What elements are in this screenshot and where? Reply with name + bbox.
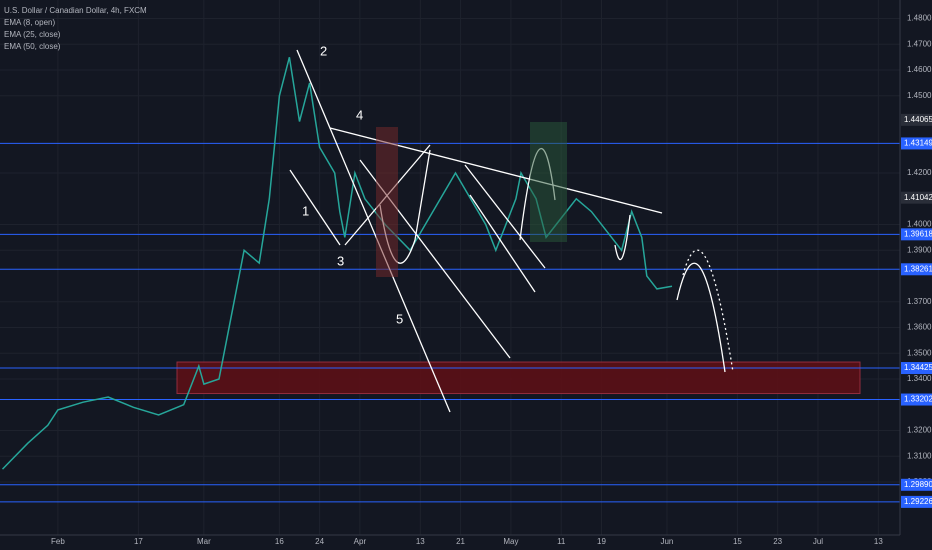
- annotation: 2: [320, 43, 327, 58]
- position-box: [530, 122, 567, 242]
- y-tick-label: 1.4200: [907, 168, 932, 177]
- zone: [176, 361, 861, 395]
- y-tick-label: 1.3100: [907, 451, 932, 460]
- x-tick-label: 13: [416, 537, 425, 546]
- y-tick-label: 1.3700: [907, 297, 932, 306]
- level-label: 1.44065: [904, 115, 932, 124]
- annotation: 3: [337, 253, 344, 268]
- x-tick-label: 19: [597, 537, 606, 546]
- level-tag: [901, 137, 932, 150]
- x-tick-label: 23: [773, 537, 782, 546]
- x-tick-label: Jul: [813, 537, 823, 546]
- x-tick-label: 16: [275, 537, 284, 546]
- y-tick-label: 1.4000: [907, 220, 932, 229]
- level-tag: [901, 393, 932, 406]
- zone-layer: [176, 361, 861, 395]
- level-label: 1.29890: [904, 480, 932, 489]
- grid: [0, 0, 900, 535]
- trendline: [289, 169, 341, 246]
- x-tick-label: 11: [557, 537, 566, 546]
- trendline: [296, 49, 451, 413]
- level-label: 1.41042: [904, 193, 932, 202]
- x-tick-label: Feb: [51, 537, 65, 546]
- y-tick-label: 1.3900: [907, 245, 932, 254]
- annotation: 1: [302, 203, 309, 218]
- indicator-label: EMA (8, open): [4, 18, 55, 27]
- x-tick-label: 17: [134, 537, 143, 546]
- level-label: 1.29226: [904, 497, 932, 506]
- projection: [676, 262, 726, 373]
- trendline: [469, 194, 536, 293]
- y-tick-label: 1.4700: [907, 39, 932, 48]
- y-tick-label: 1.3200: [907, 426, 932, 435]
- y-tick-label: 1.3500: [907, 348, 932, 357]
- level-label: 1.39618: [904, 229, 932, 238]
- x-tick-label: Apr: [354, 537, 367, 546]
- projection: [682, 249, 734, 373]
- level-tag: [901, 263, 932, 276]
- level-label: 1.38261: [904, 264, 932, 273]
- annotation: 5: [396, 311, 403, 326]
- level-label: 1.33202: [904, 395, 932, 404]
- x-tick-label: 21: [456, 537, 465, 546]
- y-tick-label: 1.4500: [907, 91, 932, 100]
- x-tick-label: 24: [315, 537, 324, 546]
- level-tag: [901, 495, 932, 508]
- x-tick-label: 15: [733, 537, 742, 546]
- level-layer: [0, 142, 900, 503]
- level-tag: [901, 191, 932, 204]
- indicator-label: EMA (25, close): [4, 30, 61, 39]
- axis-layer: 1.30001.31001.32001.34001.35001.36001.37…: [51, 14, 932, 546]
- y-tick-label: 1.3400: [907, 374, 932, 383]
- price-line: [1, 57, 673, 470]
- x-tick-label: May: [503, 537, 518, 546]
- annotation: 4: [356, 107, 363, 122]
- x-tick-label: Jun: [660, 537, 673, 546]
- x-tick-label: 13: [874, 537, 883, 546]
- level-tag: [901, 228, 932, 241]
- level-tag: [901, 478, 932, 491]
- position-box: [376, 127, 398, 277]
- trendline: [464, 164, 546, 269]
- plot: [1, 57, 673, 470]
- indicator-label: EMA (50, close): [4, 42, 61, 51]
- chart-title: U.S. Dollar / Canadian Dollar, 4h, FXCM: [4, 6, 147, 15]
- y-tick-label: 1.4800: [907, 14, 932, 23]
- level-label: 1.34425: [904, 363, 932, 372]
- x-tick-label: Mar: [197, 537, 211, 546]
- level-tag: [901, 113, 932, 126]
- curve: [614, 214, 631, 261]
- y-tick-label: 1.3600: [907, 323, 932, 332]
- y-tick-label: 1.4600: [907, 65, 932, 74]
- level-tag: [901, 362, 932, 375]
- level-label: 1.43149: [904, 139, 932, 148]
